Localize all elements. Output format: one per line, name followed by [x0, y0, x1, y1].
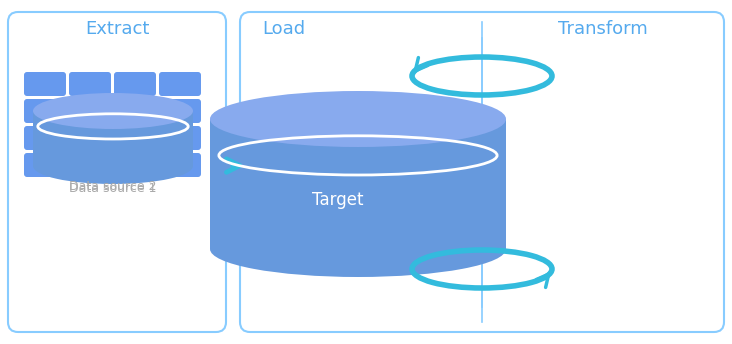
FancyBboxPatch shape: [69, 153, 111, 177]
Ellipse shape: [210, 91, 506, 147]
Polygon shape: [33, 111, 193, 166]
FancyBboxPatch shape: [24, 126, 66, 150]
Text: Data source 2: Data source 2: [70, 180, 157, 193]
FancyBboxPatch shape: [69, 126, 111, 150]
FancyBboxPatch shape: [114, 72, 156, 96]
Text: Load: Load: [262, 20, 305, 38]
Text: Target: Target: [313, 191, 364, 208]
Text: Transform: Transform: [558, 20, 648, 38]
FancyBboxPatch shape: [159, 126, 201, 150]
FancyBboxPatch shape: [159, 99, 201, 123]
Ellipse shape: [33, 148, 193, 184]
FancyBboxPatch shape: [240, 12, 724, 332]
FancyBboxPatch shape: [24, 72, 66, 96]
FancyBboxPatch shape: [114, 126, 156, 150]
FancyBboxPatch shape: [69, 72, 111, 96]
Ellipse shape: [210, 221, 506, 277]
FancyBboxPatch shape: [8, 12, 226, 332]
FancyBboxPatch shape: [24, 99, 66, 123]
Text: Data source 1: Data source 1: [69, 182, 156, 195]
Text: Extract: Extract: [85, 20, 149, 38]
Polygon shape: [210, 119, 506, 249]
FancyBboxPatch shape: [69, 99, 111, 123]
FancyBboxPatch shape: [114, 99, 156, 123]
FancyBboxPatch shape: [114, 153, 156, 177]
FancyBboxPatch shape: [159, 153, 201, 177]
FancyBboxPatch shape: [159, 72, 201, 96]
FancyBboxPatch shape: [24, 153, 66, 177]
Ellipse shape: [33, 93, 193, 129]
